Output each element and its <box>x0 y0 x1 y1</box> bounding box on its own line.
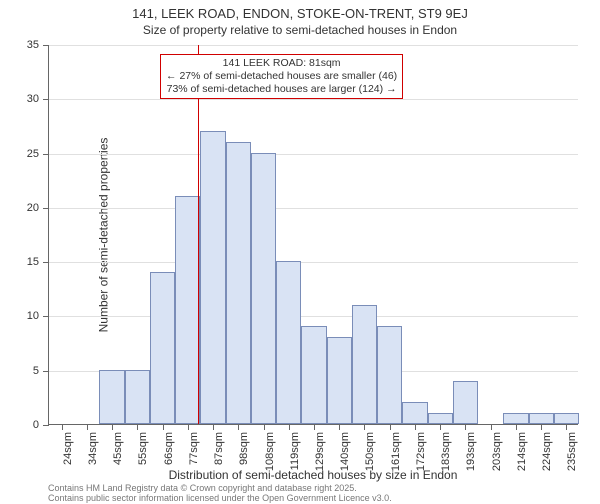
x-tick-label: 45sqm <box>112 432 124 465</box>
grid-line <box>49 99 578 100</box>
x-tick <box>541 424 542 430</box>
x-tick <box>87 424 88 430</box>
histogram-bar <box>251 153 276 424</box>
histogram-bar <box>301 326 326 424</box>
histogram-bar <box>402 402 427 424</box>
histogram-bar <box>554 413 579 424</box>
x-tick <box>415 424 416 430</box>
histogram-bar <box>150 272 175 424</box>
y-tick-label: 10 <box>27 310 49 322</box>
grid-line <box>49 154 578 155</box>
histogram-bar <box>327 337 352 424</box>
grid-line <box>49 262 578 263</box>
footer-line-2: Contains public sector information licen… <box>48 494 578 504</box>
x-tick-label: 203sqm <box>491 432 503 471</box>
x-tick-label: 214sqm <box>516 432 528 471</box>
x-tick-label: 172sqm <box>415 432 427 471</box>
annotation-line-1: 141 LEEK ROAD: 81sqm <box>166 57 397 70</box>
x-tick <box>62 424 63 430</box>
chart-title-sub: Size of property relative to semi-detach… <box>0 23 600 37</box>
annotation-line-3: 73% of semi-detached houses are larger (… <box>166 83 397 96</box>
x-tick-label: 193sqm <box>465 432 477 471</box>
x-tick-label: 161sqm <box>390 432 402 471</box>
property-size-histogram: 141, LEEK ROAD, ENDON, STOKE-ON-TRENT, S… <box>0 0 600 500</box>
x-tick-label: 129sqm <box>314 432 326 471</box>
x-tick <box>390 424 391 430</box>
histogram-bar <box>352 305 377 424</box>
x-tick-label: 235sqm <box>566 432 578 471</box>
x-tick-label: 140sqm <box>339 432 351 471</box>
x-tick-label: 77sqm <box>188 432 200 465</box>
y-tick-label: 35 <box>27 39 49 51</box>
y-tick-label: 20 <box>27 202 49 214</box>
property-marker-line <box>198 45 199 424</box>
histogram-bar <box>125 370 150 424</box>
x-tick-label: 66sqm <box>163 432 175 465</box>
histogram-bar <box>428 413 453 424</box>
x-tick-label: 183sqm <box>440 432 452 471</box>
y-tick-label: 15 <box>27 256 49 268</box>
x-tick <box>516 424 517 430</box>
grid-line <box>49 316 578 317</box>
x-tick-label: 24sqm <box>62 432 74 465</box>
x-tick <box>289 424 290 430</box>
chart-footer: Contains HM Land Registry data © Crown c… <box>48 484 578 504</box>
x-tick-label: 108sqm <box>264 432 276 471</box>
x-tick <box>264 424 265 430</box>
x-tick-label: 98sqm <box>238 432 250 465</box>
histogram-bar <box>453 381 478 424</box>
grid-line <box>49 45 578 46</box>
x-tick <box>163 424 164 430</box>
x-tick <box>339 424 340 430</box>
y-tick-label: 5 <box>33 365 49 377</box>
histogram-bar <box>529 413 554 424</box>
x-tick-label: 55sqm <box>137 432 149 465</box>
histogram-bar <box>276 261 301 424</box>
chart-title-main: 141, LEEK ROAD, ENDON, STOKE-ON-TRENT, S… <box>0 6 600 21</box>
histogram-bar <box>200 131 225 424</box>
x-tick-label: 150sqm <box>364 432 376 471</box>
histogram-bar <box>503 413 528 424</box>
histogram-bar <box>377 326 402 424</box>
x-tick <box>137 424 138 430</box>
x-tick <box>112 424 113 430</box>
x-tick-label: 34sqm <box>87 432 99 465</box>
x-tick <box>364 424 365 430</box>
x-tick <box>213 424 214 430</box>
x-tick <box>238 424 239 430</box>
x-tick <box>188 424 189 430</box>
x-tick <box>440 424 441 430</box>
y-tick-label: 0 <box>33 419 49 431</box>
x-tick-label: 119sqm <box>289 432 301 470</box>
grid-line <box>49 208 578 209</box>
x-tick-label: 224sqm <box>541 432 553 471</box>
x-tick-label: 87sqm <box>213 432 225 465</box>
annotation-box: 141 LEEK ROAD: 81sqm← 27% of semi-detach… <box>160 54 403 99</box>
x-axis-title: Distribution of semi-detached houses by … <box>48 468 578 482</box>
x-tick <box>314 424 315 430</box>
annotation-line-2: ← 27% of semi-detached houses are smalle… <box>166 70 397 83</box>
x-tick <box>566 424 567 430</box>
y-tick-label: 30 <box>27 93 49 105</box>
plot-area: 0510152025303524sqm34sqm45sqm55sqm66sqm7… <box>48 45 578 425</box>
histogram-bar <box>175 196 200 424</box>
histogram-bar <box>226 142 251 424</box>
y-tick-label: 25 <box>27 148 49 160</box>
histogram-bar <box>99 370 124 424</box>
x-tick <box>465 424 466 430</box>
x-tick <box>491 424 492 430</box>
